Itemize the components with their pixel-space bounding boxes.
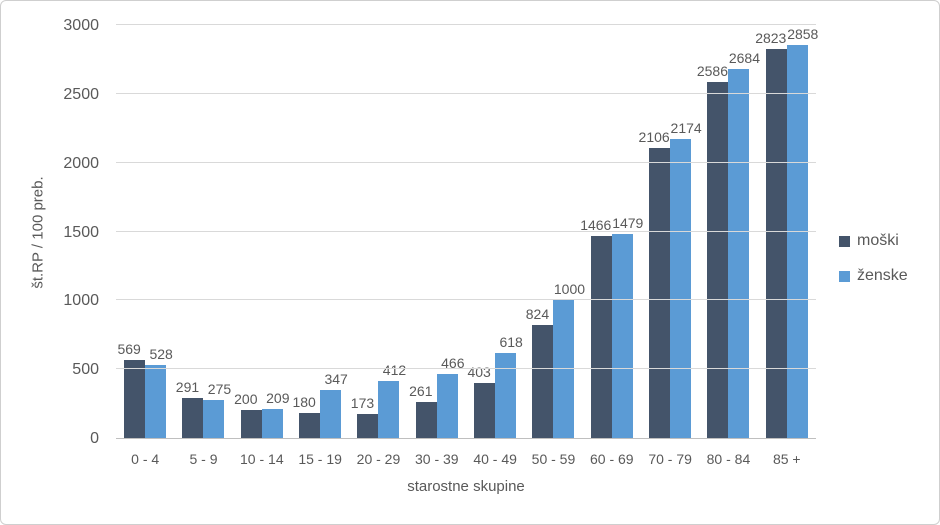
bar-zenske-11[interactable] bbox=[786, 44, 808, 438]
data-label-moski-6: 403 bbox=[467, 363, 491, 380]
x-tick-label-4: 20 - 29 bbox=[356, 451, 401, 467]
bar-zenske-4[interactable] bbox=[378, 381, 400, 438]
bar-group-0: 569 528 bbox=[116, 26, 174, 438]
y-tick-label-1000: 1000 bbox=[63, 292, 99, 310]
legend: moški ženske bbox=[839, 232, 908, 285]
x-tick-label-3: 15 - 19 bbox=[298, 451, 342, 467]
data-label-zenske-2: 209 bbox=[266, 390, 290, 407]
bar-moski-6[interactable] bbox=[474, 382, 496, 438]
bar-group-5: 261 466 bbox=[408, 26, 466, 438]
data-label-moski-4: 173 bbox=[350, 395, 375, 412]
data-label-moski-9: 2106 bbox=[638, 129, 670, 146]
gridline-1500 bbox=[116, 230, 816, 232]
bar-moski-5[interactable] bbox=[415, 402, 437, 438]
bar-group-6: 403 618 bbox=[466, 26, 524, 438]
bar-zenske-3[interactable] bbox=[320, 390, 342, 438]
bar-group-11: 2823 2858 bbox=[755, 25, 819, 438]
legend-swatch-zenske-icon bbox=[839, 270, 850, 282]
legend-label-moski: moški bbox=[857, 232, 899, 249]
data-label-zenske-6: 618 bbox=[499, 333, 523, 350]
data-label-zenske-11: 2858 bbox=[787, 25, 819, 42]
bar-moski-2[interactable] bbox=[240, 410, 262, 438]
data-label-zenske-10: 2684 bbox=[728, 49, 761, 66]
x-tick-label-2: 10 - 14 bbox=[240, 451, 284, 467]
bar-group-3: 180 347 bbox=[291, 26, 349, 438]
x-tick-label-9: 70 - 79 bbox=[648, 451, 692, 467]
bar-group-4: 173 412 bbox=[349, 26, 407, 438]
x-tick-label-5: 30 - 39 bbox=[415, 451, 459, 467]
bar-moski-3[interactable] bbox=[299, 413, 321, 438]
y-tick-label-2000: 2000 bbox=[63, 154, 99, 172]
x-tick-label-0: 0 - 4 bbox=[131, 451, 160, 467]
x-axis-ticks: 0 - 4 5 - 9 10 - 14 15 - 19 20 - 29 30 - 39 40… bbox=[116, 451, 816, 467]
x-tick-label-7: 50 - 59 bbox=[531, 451, 576, 467]
bar-moski-8[interactable] bbox=[590, 236, 612, 438]
plot-area: 569 528 291 275 200 209 180 347 173 412 261 466 403 6… bbox=[116, 24, 819, 439]
legend-label-zenske: ženske bbox=[857, 267, 908, 284]
bar-zenske-5[interactable] bbox=[436, 373, 458, 438]
gridline-3000 bbox=[116, 24, 816, 25]
x-tick-label-10: 80 - 84 bbox=[706, 451, 751, 467]
x-tick-label-8: 60 - 69 bbox=[589, 451, 634, 467]
bar-zenske-9[interactable] bbox=[670, 138, 692, 438]
bar-group-2: 200 209 bbox=[233, 26, 291, 438]
bar-group-1: 291 275 bbox=[174, 26, 232, 438]
x-tick-label-6: 40 - 49 bbox=[473, 451, 517, 467]
bar-zenske-6[interactable] bbox=[495, 352, 517, 438]
bar-zenske-8[interactable] bbox=[611, 234, 633, 438]
data-label-moski-7: 824 bbox=[525, 305, 550, 322]
data-label-moski-11: 2823 bbox=[755, 30, 787, 47]
x-axis-title: starostne skupine bbox=[407, 478, 525, 495]
bar-moski-4[interactable] bbox=[357, 414, 379, 438]
bar-group-7: 824 1000 bbox=[524, 26, 586, 438]
bar-moski-7[interactable] bbox=[532, 324, 554, 438]
data-label-zenske-9: 2174 bbox=[670, 119, 702, 136]
x-tick-label-11: 85 + bbox=[772, 451, 801, 467]
data-label-zenske-5: 466 bbox=[441, 354, 465, 371]
bar-zenske-10[interactable] bbox=[728, 68, 750, 438]
data-label-moski-2: 200 bbox=[234, 391, 258, 408]
bar-groups: 569 528 291 275 200 209 180 347 173 412 261 466 403 6… bbox=[116, 25, 819, 438]
bar-zenske-1[interactable] bbox=[203, 400, 225, 438]
legend-swatch-moski-icon bbox=[839, 235, 850, 247]
bar-moski-9[interactable] bbox=[649, 148, 671, 438]
legend-item-zenske[interactable]: ženske bbox=[839, 267, 908, 285]
bar-moski-10[interactable] bbox=[707, 82, 729, 438]
bar-zenske-0[interactable] bbox=[145, 365, 167, 438]
gridline-500 bbox=[116, 368, 816, 370]
data-label-zenske-7: 1000 bbox=[553, 281, 586, 298]
data-label-moski-5: 261 bbox=[409, 383, 433, 400]
y-tick-label-1500: 1500 bbox=[63, 223, 99, 241]
data-label-moski-3: 180 bbox=[292, 394, 316, 411]
data-label-zenske-0: 528 bbox=[149, 346, 173, 363]
y-tick-label-0: 0 bbox=[90, 430, 99, 447]
y-tick-label-3000: 3000 bbox=[63, 17, 99, 34]
y-tick-label-500: 500 bbox=[72, 361, 99, 379]
legend-item-moski[interactable]: moški bbox=[839, 232, 908, 250]
data-label-zenske-3: 347 bbox=[324, 371, 348, 388]
data-label-zenske-1: 275 bbox=[207, 381, 232, 398]
data-label-moski-10: 2586 bbox=[696, 63, 729, 79]
data-label-zenske-4: 412 bbox=[382, 362, 407, 379]
bar-group-10: 2586 2684 bbox=[696, 26, 761, 438]
gridline-2500 bbox=[116, 92, 816, 94]
bar-zenske-2[interactable] bbox=[261, 409, 283, 438]
bar-group-9: 2106 2174 bbox=[638, 26, 702, 438]
y-tick-label-2500: 2500 bbox=[63, 85, 99, 103]
data-label-zenske-8: 1479 bbox=[612, 215, 644, 232]
bar-zenske-7[interactable] bbox=[553, 300, 575, 438]
gridline-2000 bbox=[116, 161, 816, 163]
data-label-moski-8: 1466 bbox=[580, 217, 612, 234]
bar-group-8: 1466 1479 bbox=[580, 26, 644, 438]
data-label-moski-1: 291 bbox=[175, 378, 200, 395]
y-axis-ticks: 0 500 1000 1500 2000 2500 3000 bbox=[21, 17, 99, 447]
gridline-1000 bbox=[116, 299, 816, 301]
bar-moski-11[interactable] bbox=[765, 49, 787, 438]
bar-moski-0[interactable] bbox=[124, 359, 146, 438]
data-label-moski-0: 569 bbox=[117, 340, 141, 357]
x-tick-label-1: 5 - 9 bbox=[189, 451, 218, 467]
bar-moski-1[interactable] bbox=[182, 397, 204, 438]
